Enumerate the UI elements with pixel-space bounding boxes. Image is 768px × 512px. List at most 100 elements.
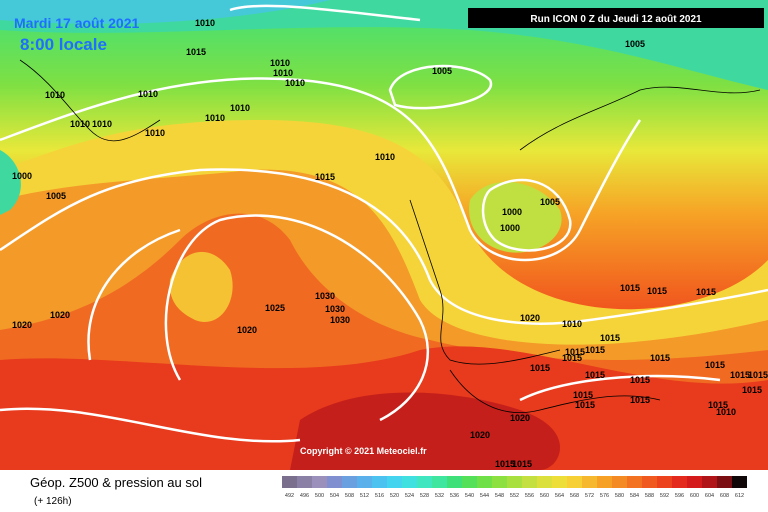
isobar-label: 1020 [237, 325, 257, 335]
isobar-label: 1015 [705, 360, 725, 370]
isobar-label: 1010 [145, 128, 165, 138]
isobar-label: 1010 [92, 119, 112, 129]
run-banner [468, 8, 764, 28]
legend-level: 612 [735, 493, 744, 499]
legend-level: 568 [570, 493, 579, 499]
legend-level: 564 [555, 493, 564, 499]
isobar-label: 1010 [562, 319, 582, 329]
legend-swatch [642, 476, 657, 488]
time-label: 8:00 locale [20, 35, 107, 54]
isobar-label: 1015 [600, 333, 620, 343]
isobar-label: 1000 [12, 171, 32, 181]
isobar-label: 1010 [205, 113, 225, 123]
coastlines [19, 59, 761, 413]
legend-swatch [552, 476, 567, 488]
isobar-label: 1025 [265, 303, 285, 313]
isobar-label: 1000 [502, 207, 522, 217]
legend-level: 512 [360, 493, 369, 499]
legend-swatch [387, 476, 402, 488]
isobar-label: 1010 [138, 89, 158, 99]
isobar-label: 1015 [562, 353, 582, 363]
legend-level: 528 [420, 493, 429, 499]
isobar-label: 1015 [495, 459, 515, 469]
isobar-label: 1015 [573, 390, 593, 400]
isobar-label: 1015 [530, 363, 550, 373]
legend-swatch [627, 476, 642, 488]
footer-lead: (+ 126h) [34, 496, 72, 507]
legend-level: 540 [465, 493, 474, 499]
legend-swatch [432, 476, 447, 488]
isobar-label: 1010 [45, 90, 65, 100]
isobar-label: 1015 [585, 370, 605, 380]
isobar-label: 1030 [330, 315, 350, 325]
legend-level: 536 [450, 493, 459, 499]
legend-level: 596 [675, 493, 684, 499]
legend-swatch [477, 476, 492, 488]
isobar-label: 1005 [625, 39, 645, 49]
legend-level: 492 [285, 493, 294, 499]
isobar-label: 1020 [520, 313, 540, 323]
legend-level: 592 [660, 493, 669, 499]
isobar-label: 1005 [540, 197, 560, 207]
legend-swatch [417, 476, 432, 488]
legend-level: 508 [345, 493, 354, 499]
legend-level: 548 [495, 493, 504, 499]
isobar-label: 1015 [186, 47, 206, 57]
legend-swatch [597, 476, 612, 488]
isobar-label: 1015 [696, 287, 716, 297]
isobar-label: 1030 [325, 304, 345, 314]
legend-level: 516 [375, 493, 384, 499]
legend-swatch [582, 476, 597, 488]
legend-level: 504 [330, 493, 339, 499]
isobar-label: 1020 [470, 430, 490, 440]
legend-swatch [357, 476, 372, 488]
legend-swatch [612, 476, 627, 488]
isobar-label: 1015 [620, 283, 640, 293]
isobar-label: 1000 [500, 223, 520, 233]
legend-swatch [462, 476, 477, 488]
isobar-label: 1015 [730, 370, 750, 380]
legend-swatch [447, 476, 462, 488]
legend-swatch [507, 476, 522, 488]
legend-level: 500 [315, 493, 324, 499]
isobar-label: 1005 [46, 191, 66, 201]
legend: 492 496 500 504 508 512 516 520 524 528 532 536 540 5… [282, 476, 747, 499]
isobars [0, 4, 768, 443]
isobar-label: 1015 [708, 400, 728, 410]
isobar-label: 1010 [375, 152, 395, 162]
legend-level: 520 [390, 493, 399, 499]
isobar-label: 1015 [748, 370, 768, 380]
isobar-label: 1015 [742, 385, 762, 395]
legend-level: 600 [690, 493, 699, 499]
legend-level: 576 [600, 493, 609, 499]
isobar-label: 1015 [565, 347, 585, 357]
legend-swatch [297, 476, 312, 488]
isobar-label: 1010 [716, 407, 736, 417]
legend-swatch [537, 476, 552, 488]
legend-level: 588 [645, 493, 654, 499]
isobar-label: 1015 [512, 459, 532, 469]
legend-swatch [567, 476, 582, 488]
legend-level: 572 [585, 493, 594, 499]
legend-level: 552 [510, 493, 519, 499]
legend-swatch [342, 476, 357, 488]
legend-swatch [312, 476, 327, 488]
legend-swatch [687, 476, 702, 488]
isobar-label: 1015 [630, 395, 650, 405]
run-label: Run ICON 0 Z du Jeudi 12 août 2021 [530, 14, 702, 25]
legend-swatch [522, 476, 537, 488]
legend-swatch [402, 476, 417, 488]
map-field [0, 0, 768, 470]
isobar-label: 1015 [315, 172, 335, 182]
legend-level: 544 [480, 493, 489, 499]
isobar-label: 1020 [50, 310, 70, 320]
legend-level: 532 [435, 493, 444, 499]
legend-level: 556 [525, 493, 534, 499]
legend-level: 604 [705, 493, 714, 499]
date-label: Mardi 17 août 2021 [14, 15, 139, 31]
legend-swatch [372, 476, 387, 488]
isobar-label: 1020 [510, 413, 530, 423]
isobar-label: 1020 [12, 320, 32, 330]
